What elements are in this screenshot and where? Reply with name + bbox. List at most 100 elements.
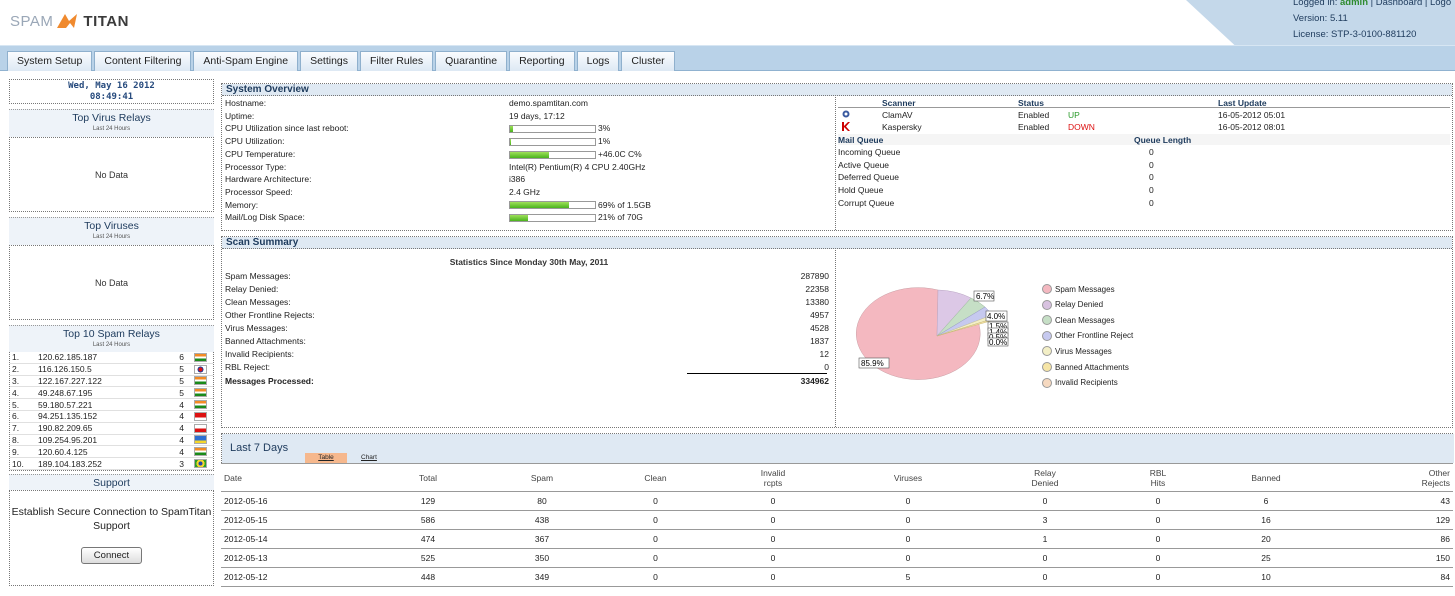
table-cell: 10: [1202, 567, 1330, 587]
legend-swatch: [1042, 284, 1052, 294]
column-header[interactable]: Clean: [605, 463, 706, 492]
col-scanner: Scanner: [882, 98, 916, 108]
usage-bar: [509, 201, 596, 210]
section-title: Top Virus Relays: [72, 112, 151, 124]
tab-system-setup[interactable]: System Setup: [7, 51, 93, 71]
titan-swoosh-icon: [57, 14, 78, 28]
stat-value-text: Intel(R) Pentium(R) 4 CPU 2.40GHz: [509, 161, 646, 172]
stat-value: Intel(R) Pentium(R) 4 CPU 2.40GHz: [509, 162, 646, 172]
column-header[interactable]: Date: [221, 463, 377, 492]
scan-stat-label: Relay Denied:: [225, 284, 279, 294]
queue-name: Hold Queue: [838, 185, 884, 196]
chart-view-tab[interactable]: Chart: [361, 454, 377, 461]
column-header[interactable]: Relay Denied: [976, 463, 1114, 492]
top-spam-relays-header: Top 10 Spam Relays Last 24 Hours: [9, 325, 214, 352]
table-cell: 2012-05-13: [221, 548, 377, 568]
stat-label: Processor Type:: [225, 161, 287, 172]
tab-anti-spam-engine[interactable]: Anti-Spam Engine: [193, 51, 299, 71]
column-header-line1: Spam: [530, 472, 554, 483]
scanner-name: ClamAV: [882, 110, 913, 120]
tab-cluster[interactable]: Cluster: [621, 51, 675, 71]
column-header[interactable]: Spam: [479, 463, 605, 492]
relay-rank: 1.: [12, 352, 20, 363]
spam-relay-row: 9. 120.60.4.125 4: [10, 446, 213, 459]
table-cell: 0: [706, 548, 840, 568]
scan-stat-value: 13380: [805, 297, 829, 307]
legend-label: Banned Attachments: [1055, 362, 1129, 372]
table-cell: 84: [1330, 567, 1453, 587]
tab-content-filtering[interactable]: Content Filtering: [94, 51, 192, 71]
license-text: License: STP-3-0100-881120: [1293, 29, 1417, 40]
stat-label: Mail/Log Disk Space:: [225, 212, 305, 223]
logout-link[interactable]: Logo: [1429, 0, 1452, 8]
table-view-tab[interactable]: Table: [305, 453, 347, 463]
pie-percent-label: 0.5%: [989, 333, 1007, 342]
scan-stat-label: RBL Reject:: [225, 362, 271, 372]
table-cell: 0: [840, 510, 976, 530]
table-cell: 448: [377, 567, 479, 587]
spam-relay-row: 8. 109.254.95.201 4: [10, 435, 213, 447]
scan-stat-label: Banned Attachments:: [225, 336, 306, 346]
table-cell: 43: [1330, 491, 1453, 511]
table-cell: 0: [605, 567, 706, 587]
legend-item: Other Frontline Reject: [1042, 330, 1133, 341]
table-cell: 0: [706, 567, 840, 587]
table-row: 2012-05-16 129 80 0 0 0 0 0 6 43: [221, 491, 1453, 511]
tab-reporting[interactable]: Reporting: [509, 51, 575, 71]
column-header[interactable]: Viruses: [840, 463, 976, 492]
stat-value-text: 69% of 1.5GB: [598, 199, 651, 210]
pie-percent-label: 1.4%: [989, 328, 1007, 337]
country-flag-icon: [194, 376, 207, 386]
relay-count: 5: [179, 375, 184, 386]
usage-bar: [509, 125, 596, 134]
relay-count: 4: [179, 434, 184, 445]
panel-title: Last 7 Days: [230, 442, 289, 454]
stat-value-text: i386: [509, 174, 526, 185]
table-cell: 5: [840, 567, 976, 587]
connect-button[interactable]: Connect: [81, 546, 142, 564]
usage-bar-fill: [510, 202, 569, 209]
last-7-days-header: Last 7 Days Table Chart: [221, 433, 1454, 463]
relay-ip: 109.254.95.201: [38, 434, 98, 445]
queue-name: Active Queue: [838, 159, 890, 170]
stat-value: demo.spamtitan.com: [509, 98, 588, 108]
spam-relays-list: 1. 120.62.185.187 6 2. 116.126.150.5 5 3. 122.1…: [9, 352, 214, 471]
spamtitan-logo[interactable]: SPAM TITAN: [10, 10, 129, 32]
stats-since: Statistics Since Monday 30th May, 2011: [449, 257, 609, 267]
relay-rank: 5.: [12, 399, 20, 410]
tab-filter-rules[interactable]: Filter Rules: [360, 51, 434, 71]
tab-logs[interactable]: Logs: [576, 51, 620, 71]
column-header[interactable]: Invalid rcpts: [706, 463, 840, 492]
table-cell: 129: [377, 491, 479, 511]
table-cell: 350: [479, 548, 605, 568]
version-text: Version: 5.11: [1293, 13, 1348, 24]
legend-swatch: [1042, 315, 1052, 326]
scan-stat-value: 4528: [810, 323, 829, 333]
support-text: Establish Secure Connection to SpamTitan…: [11, 505, 212, 532]
tab-quarantine[interactable]: Quarantine: [435, 51, 508, 71]
column-header-line2: Hits: [1150, 477, 1166, 488]
country-flag-icon: [194, 435, 207, 445]
column-header-line2: rcpts: [763, 477, 783, 488]
scan-stat-value: 4957: [810, 310, 829, 320]
table-cell: 367: [479, 529, 605, 549]
column-header[interactable]: RBL Hits: [1114, 463, 1202, 492]
column-header[interactable]: Other Rejects: [1330, 463, 1453, 492]
column-header[interactable]: Banned: [1202, 463, 1330, 492]
col-queue-length: Queue Length: [1134, 135, 1192, 145]
usage-bar-fill: [510, 215, 528, 222]
table-cell: 525: [377, 548, 479, 568]
tab-settings[interactable]: Settings: [300, 51, 359, 71]
relay-count: 3: [179, 458, 184, 469]
usage-bar: [509, 137, 596, 146]
scanner-status: Scanner Status Last Update ClamAV Enabled…: [838, 97, 1450, 230]
queue-header-row: Mail Queue Queue Length: [838, 134, 1450, 145]
pie-percent-label: 85.9%: [861, 359, 884, 368]
table-cell: 2012-05-12: [221, 567, 377, 587]
table-cell: 0: [976, 548, 1114, 568]
queue-length: 0: [1149, 185, 1154, 196]
dashboard-link[interactable]: Dashboard: [1375, 0, 1423, 8]
table-cell: 0: [1114, 567, 1202, 587]
section-subtitle: Last 24 Hours: [92, 126, 131, 132]
column-header[interactable]: Total: [377, 463, 479, 492]
